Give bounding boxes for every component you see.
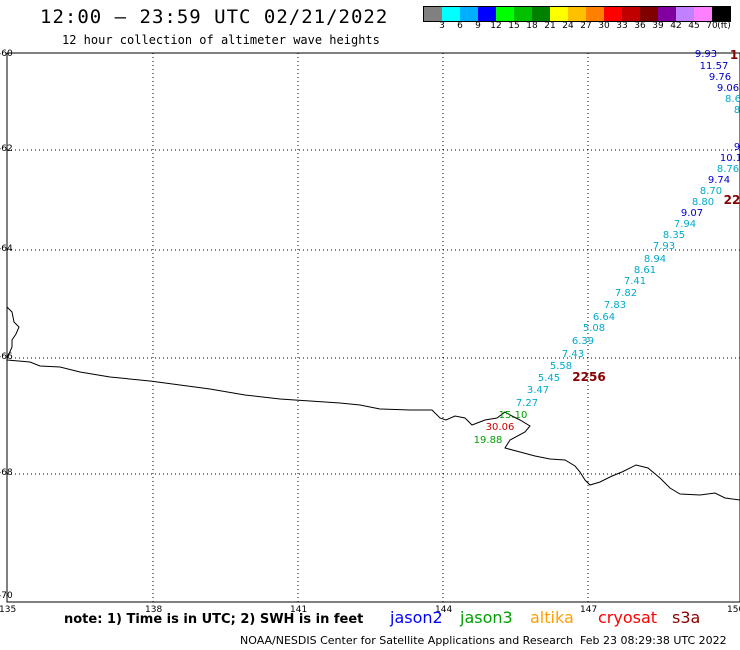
colorbar-swatch <box>658 7 676 21</box>
pass-time-label: 1 <box>729 48 739 62</box>
colorbar-swatch <box>712 7 730 21</box>
wave-height-label: 8.80 <box>691 197 715 208</box>
lon-label: 141 <box>290 605 308 615</box>
wave-height-label: 10.1 <box>719 153 740 164</box>
colorbar-label: 42 <box>670 21 682 31</box>
colorbar-label: 27 <box>580 21 592 31</box>
map-title: 12:00 – 23:59 UTC 02/21/2022 <box>40 6 389 28</box>
wave-height-label: 8.6 <box>725 94 740 105</box>
wave-height-label: 6.39 <box>571 336 595 347</box>
colorbar-swatch <box>568 7 586 21</box>
colorbar-swatch <box>676 7 694 21</box>
pass-time-label: 2256 <box>572 370 606 384</box>
wave-height-label: 7.82 <box>614 288 638 299</box>
wave-height-label: 11.57 <box>699 61 729 72</box>
colorbar-swatch <box>442 7 460 21</box>
colorbar <box>423 6 731 22</box>
lat-label: -68 <box>0 468 13 478</box>
wave-height-label: 30.06 <box>485 422 515 433</box>
plot-frame <box>6 52 740 603</box>
wave-height-label: 5.58 <box>549 361 573 372</box>
colorbar-label: 70 <box>706 21 718 31</box>
pass-time-label: 22 <box>723 193 740 207</box>
gridlines <box>7 53 740 602</box>
colorbar-swatch <box>478 7 496 21</box>
colorbar-label: 3 <box>439 21 445 31</box>
colorbar-swatch <box>622 7 640 21</box>
colorbar-swatch <box>550 7 568 21</box>
colorbar-label: 15 <box>508 21 520 31</box>
wave-height-label: 8.35 <box>662 230 686 241</box>
colorbar-label: 36 <box>634 21 646 31</box>
wave-height-label: 5.45 <box>537 373 561 384</box>
wave-height-label: 9.07 <box>680 208 704 219</box>
wave-height-label: 15.10 <box>498 410 528 421</box>
wave-height-label: 6.64 <box>592 312 616 323</box>
colorbar-label: 18 <box>526 21 538 31</box>
wave-height-label: 9.93 <box>694 49 718 60</box>
wave-height-label: 7.27 <box>515 398 539 409</box>
colorbar-label: 12 <box>490 21 502 31</box>
lon-label: 144 <box>435 605 453 615</box>
wave-height-label: 5.08 <box>582 323 606 334</box>
colorbar-swatch <box>604 7 622 21</box>
wave-height-label: 9.74 <box>707 175 731 186</box>
coastline <box>6 306 740 501</box>
colorbar-label: 6 <box>457 21 463 31</box>
wave-height-label: 7.94 <box>673 219 697 230</box>
wave-height-label: 8.94 <box>643 254 667 265</box>
satellite-legend-jason3: jason3 <box>460 608 513 627</box>
lon-label: 135 <box>0 605 17 615</box>
timestamp-text: Feb 23 08:29:38 UTC 2022 <box>580 634 727 647</box>
satellite-legend-s3a: s3a <box>672 608 701 627</box>
wave-height-label: 7.83 <box>603 300 627 311</box>
lat-label: -62 <box>0 144 13 154</box>
colorbar-swatch <box>586 7 604 21</box>
wave-height-label: 7.93 <box>652 241 676 252</box>
map-subtitle: 12 hour collection of altimeter wave hei… <box>62 33 380 47</box>
wave-height-label: 7.43 <box>561 349 585 360</box>
colorbar-swatch <box>496 7 514 21</box>
colorbar-swatch <box>424 7 442 21</box>
footer-note: note: 1) Time is in UTC; 2) SWH is in fe… <box>64 612 364 627</box>
wave-height-label: 8 <box>733 105 740 116</box>
lat-label: -66 <box>0 352 13 362</box>
wave-height-label: 9 <box>733 142 740 153</box>
colorbar-label: 21 <box>544 21 556 31</box>
lat-label: -70 <box>0 591 13 601</box>
lon-label: 150 <box>727 605 740 615</box>
wave-height-label: 7.41 <box>623 276 647 287</box>
colorbar-label: 45 <box>688 21 700 31</box>
lon-label: 138 <box>145 605 163 615</box>
colorbar-swatch <box>460 7 478 21</box>
colorbar-swatch <box>694 7 712 21</box>
wave-height-label: 8.61 <box>633 265 657 276</box>
colorbar-label: 30 <box>598 21 610 31</box>
credit-text: NOAA/NESDIS Center for Satellite Applica… <box>240 634 574 647</box>
wave-height-label: 8.70 <box>699 186 723 197</box>
colorbar-label: 33 <box>616 21 628 31</box>
wave-height-label: 19.88 <box>473 435 503 446</box>
lat-label: -60 <box>0 49 13 59</box>
colorbar-swatch <box>514 7 532 21</box>
colorbar-label: 39 <box>652 21 664 31</box>
colorbar-swatch <box>532 7 550 21</box>
lon-label: 147 <box>580 605 598 615</box>
colorbar-label: 24 <box>562 21 574 31</box>
wave-height-label: 9.76 <box>708 72 732 83</box>
satellite-legend-altika: altika <box>530 608 574 627</box>
lat-label: -64 <box>0 244 13 254</box>
wave-height-label: 8.76 <box>716 164 740 175</box>
wave-height-label: 3.47 <box>526 385 550 396</box>
colorbar-unit: (ft) <box>717 21 731 31</box>
satellite-legend-jason2: jason2 <box>390 608 443 627</box>
colorbar-label: 9 <box>475 21 481 31</box>
colorbar-swatch <box>640 7 658 21</box>
wave-height-label: 9.06 <box>716 83 740 94</box>
satellite-legend-cryosat: cryosat <box>598 608 658 627</box>
